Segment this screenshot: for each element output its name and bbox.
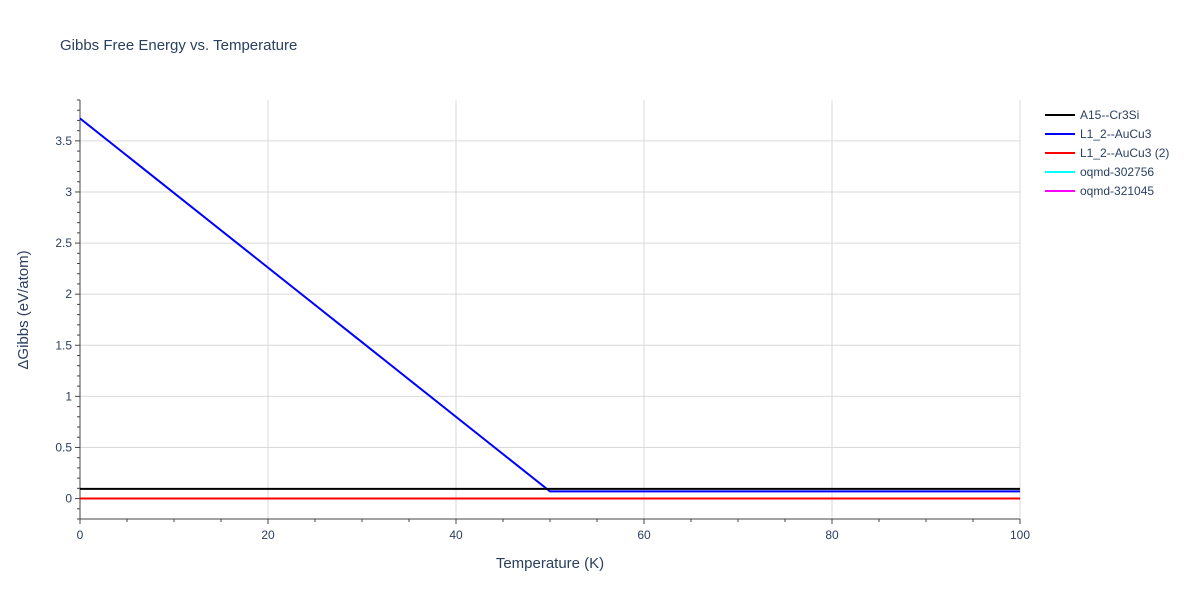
y-tick-label: 3.5 <box>55 134 72 148</box>
series-line-l1-2-aucu3 <box>79 117 1020 493</box>
x-tick-label: 100 <box>1010 528 1030 542</box>
legend[interactable]: A15--Cr3Si L1_2--AuCu3 L1_2--AuCu3 (2) oqmd… <box>1045 108 1169 198</box>
legend-label: A15--Cr3Si <box>1080 108 1139 122</box>
x-tick-label: 20 <box>261 528 275 542</box>
x-tick-label: 40 <box>449 528 463 542</box>
legend-item[interactable]: oqmd-321045 <box>1045 184 1154 198</box>
chart-title: Gibbs Free Energy vs. Temperature <box>60 37 297 54</box>
y-axis-title: ΔGibbs (eV/atom) <box>15 250 32 369</box>
legend-label: L1_2--AuCu3 <box>1080 127 1152 141</box>
y-tick-label: 0.5 <box>55 440 72 454</box>
x-tick-label: 60 <box>637 528 651 542</box>
x-axis-title: Temperature (K) <box>496 555 604 572</box>
y-tick-label: 1.5 <box>55 338 72 352</box>
legend-item[interactable]: oqmd-302756 <box>1045 165 1154 179</box>
legend-item[interactable]: L1_2--AuCu3 <box>1045 127 1152 141</box>
y-tick-label: 3 <box>65 185 72 199</box>
plot-area <box>79 117 1020 500</box>
y-tick-label: 1 <box>65 389 72 403</box>
legend-item[interactable]: L1_2--AuCu3 (2) <box>1045 146 1169 160</box>
y-tick-label: 0 <box>65 492 72 506</box>
grid <box>80 100 1021 519</box>
legend-label: oqmd-302756 <box>1080 165 1154 179</box>
x-tick-label: 0 <box>77 528 84 542</box>
legend-label: L1_2--AuCu3 (2) <box>1080 146 1169 160</box>
legend-label: oqmd-321045 <box>1080 184 1154 198</box>
axes: 0 20 40 60 80 100 0 0.5 1 1.5 2 2.5 3 3.5 <box>55 99 1030 542</box>
legend-item[interactable]: A15--Cr3Si <box>1045 108 1139 122</box>
y-tick-label: 2.5 <box>55 236 72 250</box>
y-tick-label: 2 <box>65 287 72 301</box>
x-tick-label: 80 <box>825 528 839 542</box>
